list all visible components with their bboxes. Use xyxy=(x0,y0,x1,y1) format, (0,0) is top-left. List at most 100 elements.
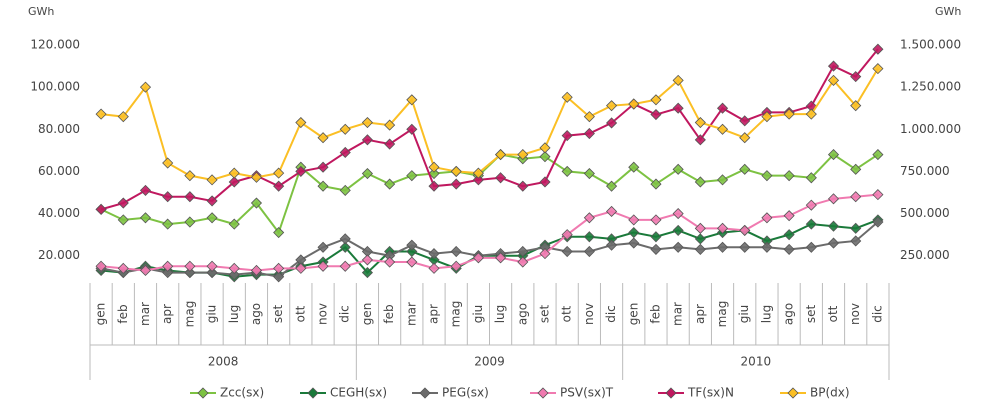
marker xyxy=(583,231,595,243)
marker xyxy=(783,108,795,120)
x-tick-label: apr xyxy=(160,304,174,324)
marker xyxy=(672,163,684,175)
marker xyxy=(273,167,285,179)
marker xyxy=(761,212,773,224)
x-tick-label: apr xyxy=(427,304,441,324)
marker xyxy=(206,260,218,272)
marker xyxy=(384,256,396,268)
marker xyxy=(805,172,817,184)
marker xyxy=(694,222,706,234)
marker xyxy=(472,252,484,264)
marker xyxy=(361,167,373,180)
marker xyxy=(517,256,529,268)
marker xyxy=(650,178,662,190)
marker xyxy=(428,161,440,173)
marker xyxy=(561,229,573,241)
marker xyxy=(273,262,285,274)
marker xyxy=(827,193,840,205)
marker xyxy=(672,74,684,86)
x-tick-label: ago xyxy=(782,303,796,325)
marker xyxy=(361,116,373,129)
series-line xyxy=(100,221,879,278)
marker xyxy=(716,102,729,114)
legend-marker xyxy=(307,387,319,399)
marker xyxy=(805,241,817,253)
marker xyxy=(872,149,884,161)
series-line xyxy=(101,218,879,278)
marker xyxy=(384,178,396,190)
marker xyxy=(650,214,662,226)
series-line xyxy=(100,68,879,181)
marker xyxy=(672,102,684,114)
marker xyxy=(361,134,373,146)
marker xyxy=(872,189,884,201)
marker xyxy=(273,271,285,283)
x-tick-label: feb xyxy=(116,304,130,323)
marker xyxy=(339,260,351,272)
marker xyxy=(295,116,307,129)
marker xyxy=(850,222,862,234)
marker xyxy=(539,142,551,154)
legend-label: PSV(sx)T xyxy=(560,386,614,400)
marker xyxy=(606,117,618,129)
marker xyxy=(95,108,107,120)
marker xyxy=(139,264,152,277)
marker xyxy=(228,167,240,179)
marker xyxy=(339,123,351,135)
marker xyxy=(117,214,129,226)
marker xyxy=(672,208,684,220)
marker xyxy=(628,98,640,110)
marker xyxy=(472,174,484,186)
x-tick-label: lug xyxy=(227,305,241,324)
marker xyxy=(317,132,329,144)
marker xyxy=(694,233,706,245)
marker xyxy=(583,245,595,258)
marker xyxy=(716,123,729,135)
series-line xyxy=(101,193,878,272)
marker xyxy=(228,262,240,274)
marker xyxy=(139,81,152,93)
marker xyxy=(206,267,218,279)
x-tick-label: apr xyxy=(693,304,707,324)
legend-label: Zcc(sx) xyxy=(220,386,264,400)
marker xyxy=(716,174,729,186)
y-tick-label: 40.000 xyxy=(38,206,80,220)
legend-label: BP(dx) xyxy=(810,386,850,400)
marker xyxy=(184,260,196,272)
group-label: 2010 xyxy=(741,355,772,369)
marker xyxy=(495,149,507,161)
marker xyxy=(561,130,573,142)
marker xyxy=(783,210,795,222)
marker xyxy=(694,134,706,146)
marker xyxy=(339,184,351,196)
marker xyxy=(561,91,573,103)
y-unit: GWh xyxy=(28,5,54,18)
y2-tick-label: 250.000 xyxy=(900,248,950,262)
marker xyxy=(184,216,196,228)
marker xyxy=(406,123,418,135)
marker xyxy=(716,222,729,234)
marker xyxy=(184,191,196,203)
marker xyxy=(428,262,440,274)
legend-marker xyxy=(787,387,799,399)
marker xyxy=(805,199,817,211)
marker xyxy=(361,267,373,279)
marker xyxy=(872,216,884,228)
marker xyxy=(805,218,817,230)
x-tick-label: mar xyxy=(671,302,685,326)
x-tick-label: nov xyxy=(848,303,862,325)
marker xyxy=(228,269,240,281)
marker xyxy=(339,241,351,253)
marker xyxy=(761,111,773,123)
marker xyxy=(827,220,840,232)
x-tick-label: mar xyxy=(404,302,418,326)
marker xyxy=(850,191,862,203)
legend-marker xyxy=(197,387,209,399)
marker xyxy=(650,94,662,106)
marker xyxy=(250,171,263,183)
x-tick-label: ott xyxy=(826,305,840,322)
x-tick-label: set xyxy=(804,305,818,324)
marker xyxy=(206,212,218,224)
marker xyxy=(628,161,640,173)
marker xyxy=(739,241,751,253)
